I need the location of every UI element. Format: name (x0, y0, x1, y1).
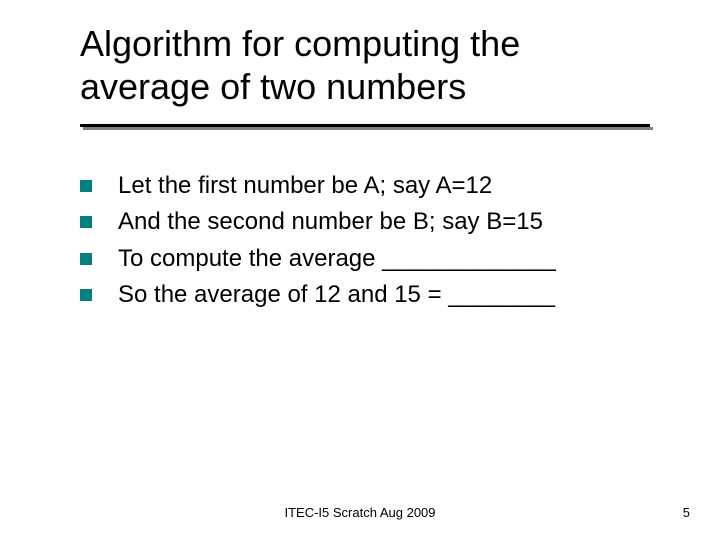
page-number: 5 (683, 505, 690, 520)
bullet-square-icon (80, 289, 92, 301)
bullet-square-icon (80, 180, 92, 192)
title-underline (80, 124, 650, 127)
slide: Algorithm for computing the average of t… (0, 0, 720, 540)
title-underline-shadow (83, 127, 653, 130)
list-item: To compute the average _____________ (80, 243, 660, 275)
slide-title: Algorithm for computing the average of t… (80, 22, 660, 108)
bullet-text: And the second number be B; say B=15 (118, 206, 543, 238)
bullet-square-icon (80, 216, 92, 228)
list-item: And the second number be B; say B=15 (80, 206, 660, 238)
bullet-text: To compute the average _____________ (118, 243, 556, 275)
bullet-square-icon (80, 253, 92, 265)
slide-body: Let the first number be A; say A=12 And … (80, 170, 660, 316)
slide-footer: ITEC-I5 Scratch Aug 2009 (0, 505, 720, 520)
list-item: So the average of 12 and 15 = ________ (80, 279, 660, 311)
bullet-text: So the average of 12 and 15 = ________ (118, 279, 555, 311)
list-item: Let the first number be A; say A=12 (80, 170, 660, 202)
bullet-text: Let the first number be A; say A=12 (118, 170, 492, 202)
